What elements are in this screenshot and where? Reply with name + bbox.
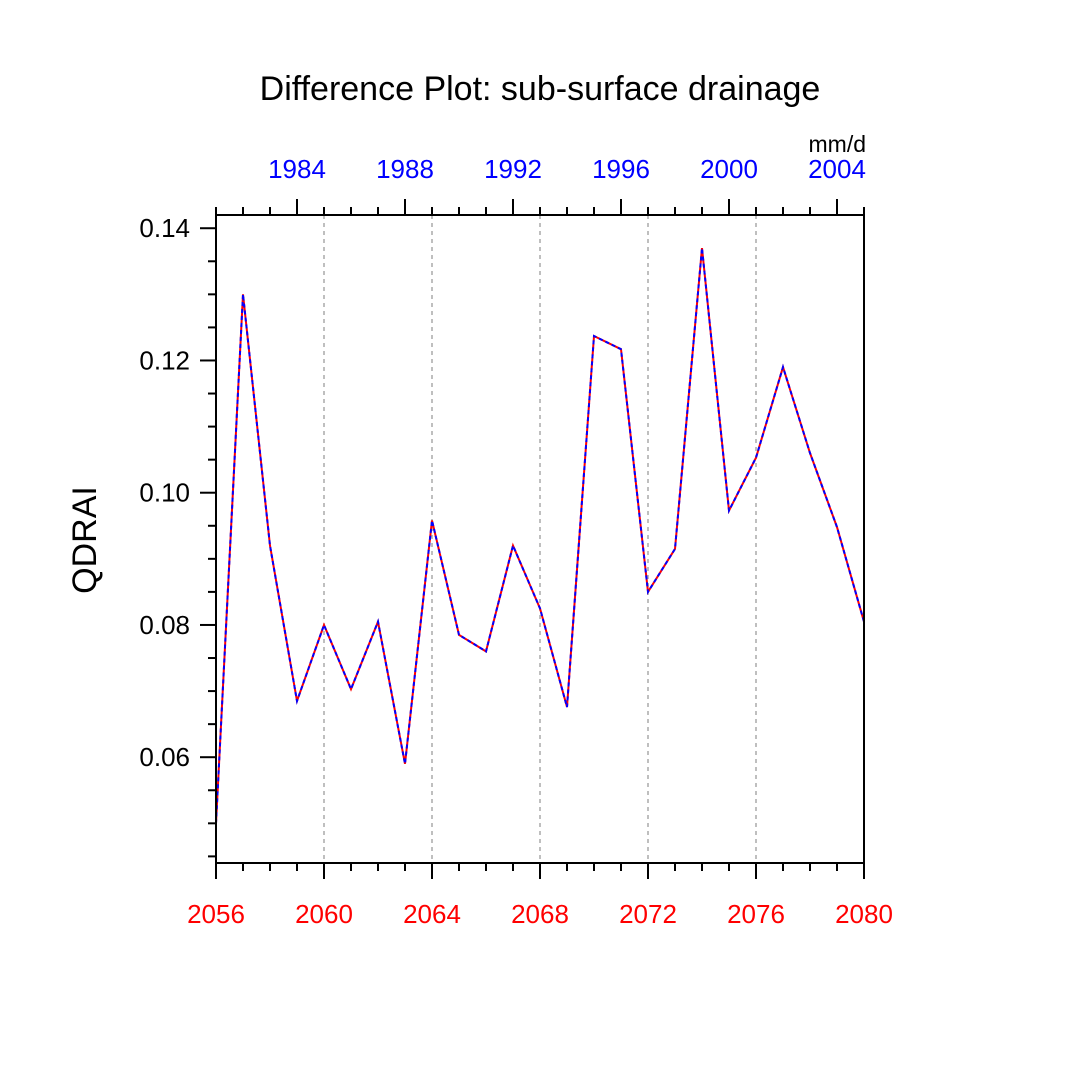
bottom-tick-label: 2072 <box>619 899 677 929</box>
bottom-tick-label: 2060 <box>295 899 353 929</box>
bottom-tick-label: 2076 <box>727 899 785 929</box>
units-label: mm/d <box>809 131 867 157</box>
bottom-tick-label: 2056 <box>187 899 245 929</box>
y-tick-label: 0.06 <box>139 742 190 772</box>
series-line <box>215 247 865 824</box>
axes-layer: 2056 2060 2064 2068 2072 2076 2080 1984 1988 1992… <box>139 154 893 929</box>
y-tick-label: 0.08 <box>139 610 190 640</box>
top-tick-label: 1988 <box>376 154 434 184</box>
top-tick-label: 1996 <box>592 154 650 184</box>
top-tick-label: 1984 <box>268 154 326 184</box>
grid-layer <box>323 215 757 863</box>
bottom-tick-label: 2080 <box>835 899 893 929</box>
series-layer <box>215 247 865 824</box>
y-tick-label: 0.12 <box>139 345 190 375</box>
plot-frame <box>215 214 865 864</box>
y-axis-label: QDRAI <box>66 486 104 594</box>
y-tick-label: 0.10 <box>139 478 190 508</box>
top-tick-label: 2004 <box>808 154 866 184</box>
y-tick-label: 0.14 <box>139 213 190 243</box>
bottom-tick-label: 2064 <box>403 899 461 929</box>
top-tick-label: 1992 <box>484 154 542 184</box>
chart-title: Difference Plot: sub-surface drainage <box>260 70 821 108</box>
top-tick-label: 2000 <box>700 154 758 184</box>
bottom-tick-label: 2068 <box>511 899 569 929</box>
